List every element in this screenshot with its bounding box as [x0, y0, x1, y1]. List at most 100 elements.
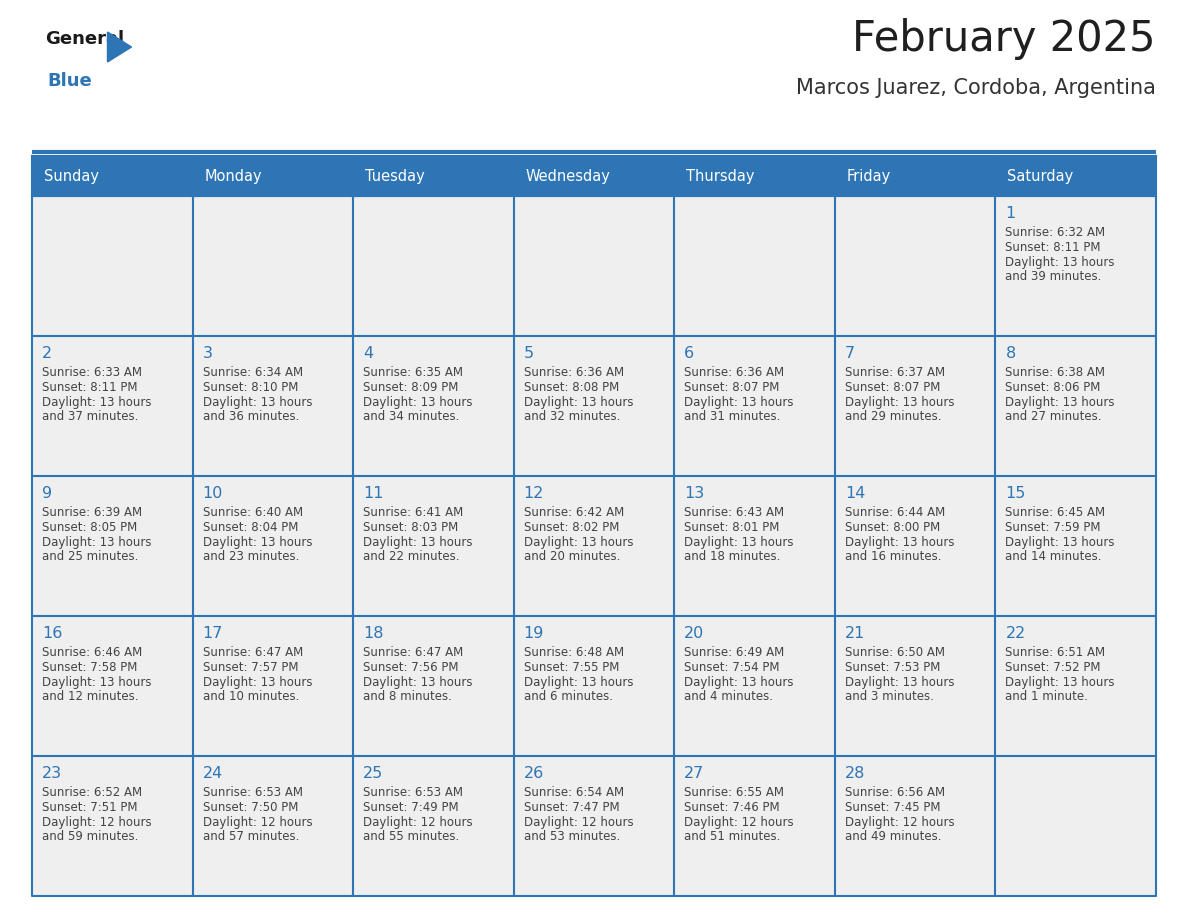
Text: Sunrise: 6:56 AM: Sunrise: 6:56 AM — [845, 786, 944, 799]
Text: 20: 20 — [684, 626, 704, 641]
Text: Sunrise: 6:43 AM: Sunrise: 6:43 AM — [684, 506, 784, 519]
Text: 26: 26 — [524, 766, 544, 781]
Bar — [353, 756, 513, 896]
Text: Sunrise: 6:32 AM: Sunrise: 6:32 AM — [1005, 226, 1106, 239]
Text: Sunset: 7:53 PM: Sunset: 7:53 PM — [845, 661, 940, 674]
Text: and 3 minutes.: and 3 minutes. — [845, 690, 934, 703]
Text: and 14 minutes.: and 14 minutes. — [1005, 551, 1102, 564]
Text: 23: 23 — [42, 766, 62, 781]
Text: Sunrise: 6:40 AM: Sunrise: 6:40 AM — [203, 506, 303, 519]
Bar — [513, 476, 675, 616]
Bar — [353, 616, 513, 756]
Text: and 34 minutes.: and 34 minutes. — [364, 410, 460, 423]
Text: 24: 24 — [203, 766, 223, 781]
Bar — [353, 476, 513, 616]
Text: Sunset: 7:52 PM: Sunset: 7:52 PM — [1005, 661, 1101, 674]
Text: Sunrise: 6:36 AM: Sunrise: 6:36 AM — [684, 366, 784, 379]
Bar — [675, 616, 835, 756]
Text: and 57 minutes.: and 57 minutes. — [203, 831, 299, 844]
Text: 2: 2 — [42, 346, 52, 361]
Bar — [353, 196, 513, 336]
Text: Daylight: 12 hours: Daylight: 12 hours — [42, 815, 152, 829]
Text: Daylight: 13 hours: Daylight: 13 hours — [1005, 255, 1114, 269]
Text: and 32 minutes.: and 32 minutes. — [524, 410, 620, 423]
Text: Sunset: 7:55 PM: Sunset: 7:55 PM — [524, 661, 619, 674]
Text: Sunset: 8:01 PM: Sunset: 8:01 PM — [684, 521, 779, 533]
Text: Sunrise: 6:33 AM: Sunrise: 6:33 AM — [42, 366, 143, 379]
Bar — [675, 336, 835, 476]
Text: Daylight: 13 hours: Daylight: 13 hours — [684, 396, 794, 409]
Text: Sunrise: 6:37 AM: Sunrise: 6:37 AM — [845, 366, 944, 379]
Text: 5: 5 — [524, 346, 533, 361]
Text: 8: 8 — [1005, 346, 1016, 361]
Text: Wednesday: Wednesday — [526, 169, 611, 184]
Text: and 23 minutes.: and 23 minutes. — [203, 551, 299, 564]
Bar — [513, 616, 675, 756]
Text: 18: 18 — [364, 626, 384, 641]
Text: Sunrise: 6:53 AM: Sunrise: 6:53 AM — [364, 786, 463, 799]
Text: Sunrise: 6:49 AM: Sunrise: 6:49 AM — [684, 646, 784, 659]
Text: Daylight: 13 hours: Daylight: 13 hours — [845, 535, 954, 549]
Bar — [996, 196, 1156, 336]
Text: and 37 minutes.: and 37 minutes. — [42, 410, 138, 423]
Text: 21: 21 — [845, 626, 865, 641]
Bar — [996, 756, 1156, 896]
Text: 6: 6 — [684, 346, 695, 361]
Bar — [192, 616, 353, 756]
Bar — [32, 616, 192, 756]
Text: and 31 minutes.: and 31 minutes. — [684, 410, 781, 423]
Text: Sunrise: 6:53 AM: Sunrise: 6:53 AM — [203, 786, 303, 799]
Bar — [996, 336, 1156, 476]
Text: 14: 14 — [845, 486, 865, 501]
Bar — [996, 616, 1156, 756]
Text: and 20 minutes.: and 20 minutes. — [524, 551, 620, 564]
Text: Sunset: 8:00 PM: Sunset: 8:00 PM — [845, 521, 940, 533]
Text: Daylight: 13 hours: Daylight: 13 hours — [42, 396, 152, 409]
Text: Tuesday: Tuesday — [365, 169, 425, 184]
Text: Daylight: 13 hours: Daylight: 13 hours — [524, 676, 633, 688]
Text: 16: 16 — [42, 626, 63, 641]
Text: and 25 minutes.: and 25 minutes. — [42, 551, 138, 564]
Bar — [513, 196, 675, 336]
Text: Sunset: 7:58 PM: Sunset: 7:58 PM — [42, 661, 138, 674]
Text: 19: 19 — [524, 626, 544, 641]
Text: Sunrise: 6:52 AM: Sunrise: 6:52 AM — [42, 786, 143, 799]
Text: Sunset: 8:06 PM: Sunset: 8:06 PM — [1005, 381, 1101, 394]
Bar — [32, 156, 1156, 196]
Text: 10: 10 — [203, 486, 223, 501]
Text: Sunset: 8:08 PM: Sunset: 8:08 PM — [524, 381, 619, 394]
Text: Daylight: 13 hours: Daylight: 13 hours — [524, 535, 633, 549]
Text: Thursday: Thursday — [687, 169, 754, 184]
Text: Sunset: 7:51 PM: Sunset: 7:51 PM — [42, 800, 138, 813]
Text: Daylight: 12 hours: Daylight: 12 hours — [524, 815, 633, 829]
Text: Daylight: 13 hours: Daylight: 13 hours — [364, 535, 473, 549]
Text: Daylight: 13 hours: Daylight: 13 hours — [684, 535, 794, 549]
Text: 4: 4 — [364, 346, 373, 361]
Text: Blue: Blue — [48, 72, 91, 90]
Text: Sunset: 7:49 PM: Sunset: 7:49 PM — [364, 800, 459, 813]
Bar — [675, 756, 835, 896]
Text: Sunrise: 6:47 AM: Sunrise: 6:47 AM — [364, 646, 463, 659]
Bar — [192, 476, 353, 616]
Text: Daylight: 13 hours: Daylight: 13 hours — [1005, 676, 1114, 688]
Text: Daylight: 13 hours: Daylight: 13 hours — [42, 676, 152, 688]
Bar — [32, 476, 192, 616]
Bar — [996, 476, 1156, 616]
Text: 12: 12 — [524, 486, 544, 501]
Text: and 16 minutes.: and 16 minutes. — [845, 551, 941, 564]
Text: Sunrise: 6:46 AM: Sunrise: 6:46 AM — [42, 646, 143, 659]
Text: Monday: Monday — [204, 169, 263, 184]
Text: Sunset: 7:56 PM: Sunset: 7:56 PM — [364, 661, 459, 674]
Text: and 6 minutes.: and 6 minutes. — [524, 690, 613, 703]
Text: and 49 minutes.: and 49 minutes. — [845, 831, 941, 844]
Text: and 12 minutes.: and 12 minutes. — [42, 690, 139, 703]
Bar — [835, 756, 996, 896]
Text: Sunrise: 6:42 AM: Sunrise: 6:42 AM — [524, 506, 624, 519]
Bar — [32, 336, 192, 476]
Text: and 10 minutes.: and 10 minutes. — [203, 690, 299, 703]
Bar — [835, 476, 996, 616]
Text: Sunset: 7:54 PM: Sunset: 7:54 PM — [684, 661, 779, 674]
Text: Daylight: 13 hours: Daylight: 13 hours — [1005, 396, 1114, 409]
Text: Sunrise: 6:36 AM: Sunrise: 6:36 AM — [524, 366, 624, 379]
Text: and 22 minutes.: and 22 minutes. — [364, 551, 460, 564]
